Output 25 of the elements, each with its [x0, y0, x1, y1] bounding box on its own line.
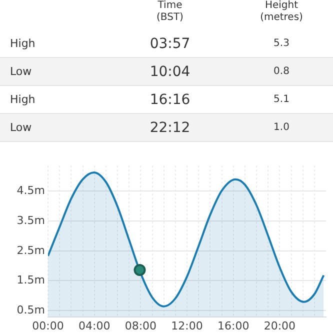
text: High [9, 37, 36, 50]
y-tick-label: 4.5m [16, 184, 45, 198]
y-tick-label: 1.5m [16, 274, 45, 287]
x-tick-label: 16:00 [217, 319, 250, 332]
y-tick-label: 2.5m [16, 244, 45, 257]
x-tick-label: 20:00 [264, 319, 296, 332]
text: 1.0 [272, 122, 290, 133]
text: 10:04 [148, 64, 192, 80]
text: 22:12 [148, 120, 192, 136]
text: Low [9, 65, 33, 78]
x-tick-label: 04:00 [78, 319, 110, 332]
x-tick-label: 12:00 [171, 319, 203, 332]
text: 0.8 [272, 66, 290, 77]
y-tick-label: 3.5m [16, 214, 45, 227]
text: 16:16 [148, 92, 192, 108]
text: 5.3 [272, 38, 290, 49]
x-tick-label: 00:00 [32, 319, 64, 332]
text: 5.1 [272, 94, 290, 105]
x-tick-label: 08:00 [124, 319, 157, 332]
text: High [9, 93, 36, 106]
text: Height (metres) [259, 0, 304, 25]
text: 03:57 [148, 36, 192, 52]
text: Low [9, 121, 33, 134]
text: Time (BST) [156, 0, 184, 25]
y-tick-label: 0.5m [16, 303, 45, 316]
